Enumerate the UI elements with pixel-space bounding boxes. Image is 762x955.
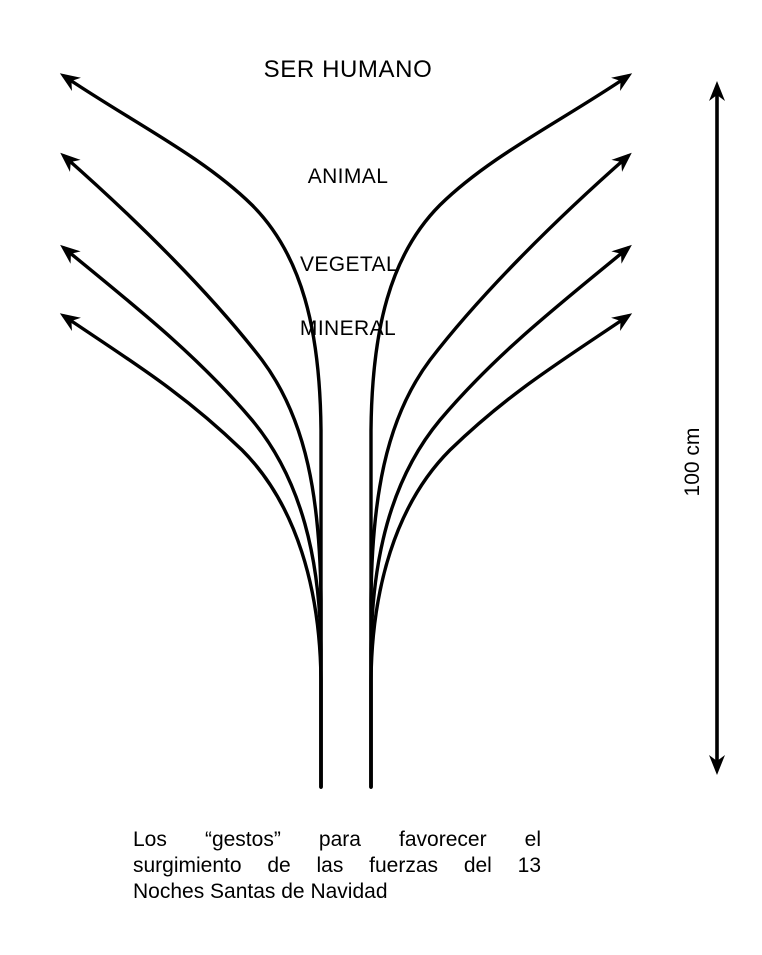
- label-ser-humano: SER HUMANO: [263, 56, 433, 83]
- arrow-curve-left-outer: [59, 73, 323, 789]
- caption-line-2: surgimiento de las fuerzas del 13: [133, 854, 541, 877]
- arrow-fan-right: [369, 73, 633, 789]
- label-vegetal: VEGETAL: [299, 253, 399, 276]
- arrow-curve-right-inner: [369, 313, 633, 789]
- arrow-curve-left-2: [60, 152, 323, 789]
- measure-label-100cm: 100 cm: [681, 427, 704, 497]
- label-animal: ANIMAL: [307, 165, 389, 188]
- arrow-curve-left-inner: [59, 313, 323, 789]
- label-mineral: MINERAL: [299, 317, 397, 340]
- arrow-fan-left: [59, 73, 323, 789]
- arrow-curve-right-2: [369, 152, 632, 789]
- caption-line-1: Los “gestos” para favorecer el: [133, 828, 541, 851]
- arrow-curve-right-outer: [369, 73, 633, 789]
- figure-caption: Los “gestos” para favorecer el surgimien…: [133, 827, 541, 905]
- arrow-curve-left-3: [60, 244, 323, 789]
- arrow-curve-right-3: [369, 244, 632, 789]
- caption-line-3: Noches Santas de Navidad: [133, 880, 388, 903]
